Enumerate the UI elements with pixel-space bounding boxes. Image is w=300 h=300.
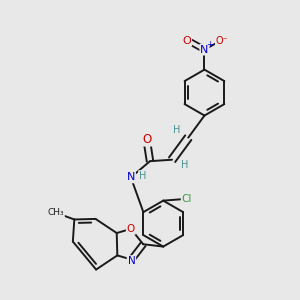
Text: CH₃: CH₃ (47, 208, 64, 217)
Text: O: O (182, 36, 191, 46)
Text: N: N (127, 172, 135, 182)
Text: Cl: Cl (182, 194, 192, 204)
Text: H: H (139, 171, 146, 181)
Text: O: O (127, 224, 135, 234)
Text: O: O (142, 133, 152, 146)
Text: N: N (200, 45, 209, 55)
Text: H: H (181, 160, 188, 170)
Text: N: N (128, 256, 135, 266)
Text: H: H (173, 125, 180, 135)
Text: O⁻: O⁻ (216, 36, 229, 46)
Text: +: + (206, 40, 213, 49)
